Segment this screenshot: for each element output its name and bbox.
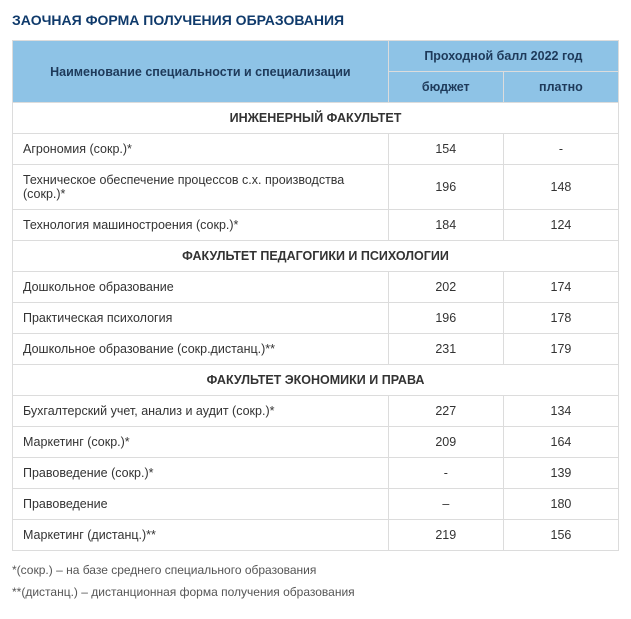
paid-score: 164 xyxy=(503,427,618,458)
table-row: Технология машиностроения (сокр.)*184124 xyxy=(13,210,619,241)
table-row: Агрономия (сокр.)*154- xyxy=(13,134,619,165)
table-row: Дошкольное образование202174 xyxy=(13,272,619,303)
budget-score: 227 xyxy=(388,396,503,427)
budget-score: 202 xyxy=(388,272,503,303)
budget-score: 231 xyxy=(388,334,503,365)
speciality-name: Дошкольное образование xyxy=(13,272,389,303)
paid-score: 180 xyxy=(503,489,618,520)
table-row: Техническое обеспечение процессов с.х. п… xyxy=(13,165,619,210)
speciality-name: Бухгалтерский учет, анализ и аудит (сокр… xyxy=(13,396,389,427)
section-header: ФАКУЛЬТЕТ ПЕДАГОГИКИ И ПСИХОЛОГИИ xyxy=(13,241,619,272)
speciality-name: Дошкольное образование (сокр.дистанц.)** xyxy=(13,334,389,365)
col-header-budget: бюджет xyxy=(388,72,503,103)
budget-score: 154 xyxy=(388,134,503,165)
budget-score: - xyxy=(388,458,503,489)
budget-score: 219 xyxy=(388,520,503,551)
paid-score: 174 xyxy=(503,272,618,303)
paid-score: 139 xyxy=(503,458,618,489)
budget-score: 196 xyxy=(388,165,503,210)
table-row: Практическая психология196178 xyxy=(13,303,619,334)
paid-score: 134 xyxy=(503,396,618,427)
section-header: ИНЖЕНЕРНЫЙ ФАКУЛЬТЕТ xyxy=(13,103,619,134)
table-row: Маркетинг (сокр.)*209164 xyxy=(13,427,619,458)
table-row: Дошкольное образование (сокр.дистанц.)**… xyxy=(13,334,619,365)
scores-table: Наименование специальности и специализац… xyxy=(12,40,619,551)
speciality-name: Правоведение xyxy=(13,489,389,520)
footnote: **(дистанц.) – дистанционная форма получ… xyxy=(12,585,619,599)
speciality-name: Правоведение (сокр.)* xyxy=(13,458,389,489)
speciality-name: Технология машиностроения (сокр.)* xyxy=(13,210,389,241)
speciality-name: Техническое обеспечение процессов с.х. п… xyxy=(13,165,389,210)
section-header: ФАКУЛЬТЕТ ЭКОНОМИКИ И ПРАВА xyxy=(13,365,619,396)
speciality-name: Практическая психология xyxy=(13,303,389,334)
table-row: Правоведение–180 xyxy=(13,489,619,520)
paid-score: 124 xyxy=(503,210,618,241)
col-header-score-group: Проходной балл 2022 год xyxy=(388,41,618,72)
paid-score: 178 xyxy=(503,303,618,334)
paid-score: 179 xyxy=(503,334,618,365)
budget-score: 184 xyxy=(388,210,503,241)
footnote: *(сокр.) – на базе среднего специального… xyxy=(12,563,619,577)
paid-score: - xyxy=(503,134,618,165)
speciality-name: Маркетинг (дистанц.)** xyxy=(13,520,389,551)
budget-score: – xyxy=(388,489,503,520)
table-row: Правоведение (сокр.)*-139 xyxy=(13,458,619,489)
table-row: Маркетинг (дистанц.)**219156 xyxy=(13,520,619,551)
speciality-name: Агрономия (сокр.)* xyxy=(13,134,389,165)
budget-score: 209 xyxy=(388,427,503,458)
paid-score: 148 xyxy=(503,165,618,210)
speciality-name: Маркетинг (сокр.)* xyxy=(13,427,389,458)
paid-score: 156 xyxy=(503,520,618,551)
page-title: ЗАОЧНАЯ ФОРМА ПОЛУЧЕНИЯ ОБРАЗОВАНИЯ xyxy=(12,12,619,28)
col-header-paid: платно xyxy=(503,72,618,103)
budget-score: 196 xyxy=(388,303,503,334)
footnotes: *(сокр.) – на базе среднего специального… xyxy=(12,563,619,599)
col-header-name: Наименование специальности и специализац… xyxy=(13,41,389,103)
table-row: Бухгалтерский учет, анализ и аудит (сокр… xyxy=(13,396,619,427)
